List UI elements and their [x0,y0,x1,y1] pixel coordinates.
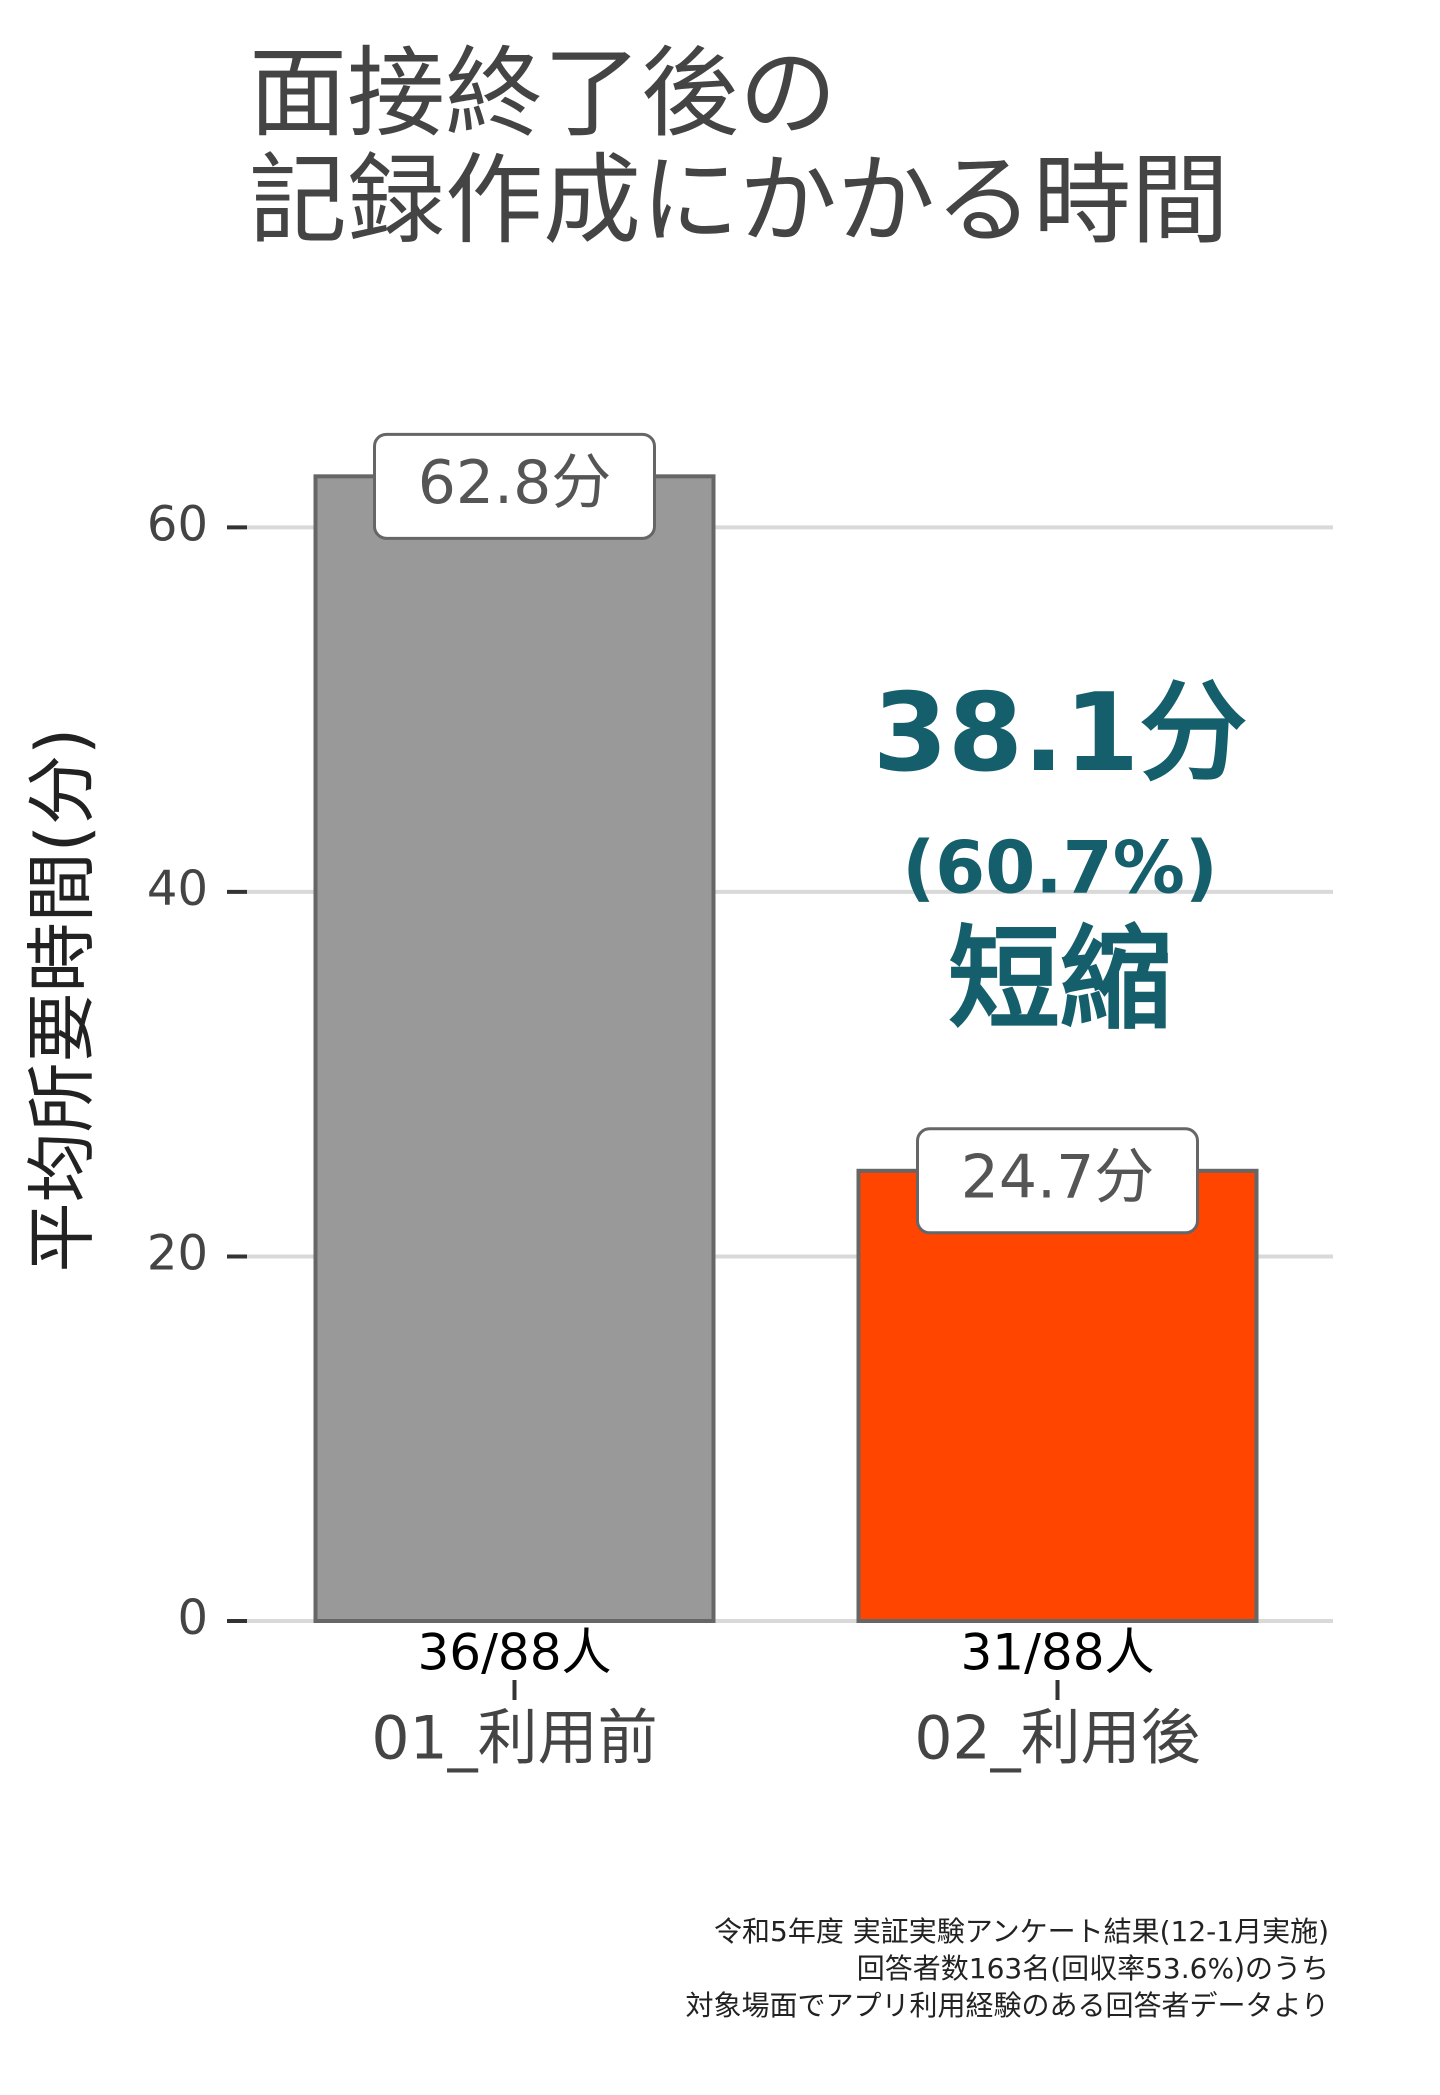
y-tick-label: 40 [147,861,208,917]
annotation: 38.1分 [873,671,1247,796]
value-label-box [373,432,656,540]
y-axis-label: 平均所要時間(分) [21,728,103,1273]
y-tick-label: 60 [147,496,208,552]
bar [313,474,716,1623]
caption: 回答者数163名(回収率53.6%)のうち [857,1952,1329,1985]
annotation: (60.7%) [902,826,1218,910]
value-label: 62.8分 [418,448,612,518]
value-label-box [916,1127,1199,1235]
caption: 令和5年度 実証実験アンケート結果(12-1月実施) [714,1915,1329,1948]
bar [856,1168,1259,1623]
annotation: 短縮 [948,915,1172,1045]
y-tick-label: 20 [147,1225,208,1281]
chart-title: 面接終了後の [249,37,837,151]
chart-title: 記録作成にかかる時間 [249,144,1229,258]
sample-size-label: 31/88人 [960,1624,1154,1682]
y-tick-label: 0 [177,1590,208,1646]
value-label: 24.7分 [961,1142,1155,1212]
x-tick-label: 02_利用後 [914,1704,1200,1774]
sample-size-label: 36/88人 [417,1624,611,1682]
x-tick-label: 01_利用前 [371,1704,657,1774]
caption: 対象場面でアプリ利用経験のある回答者データより [686,1989,1329,2022]
